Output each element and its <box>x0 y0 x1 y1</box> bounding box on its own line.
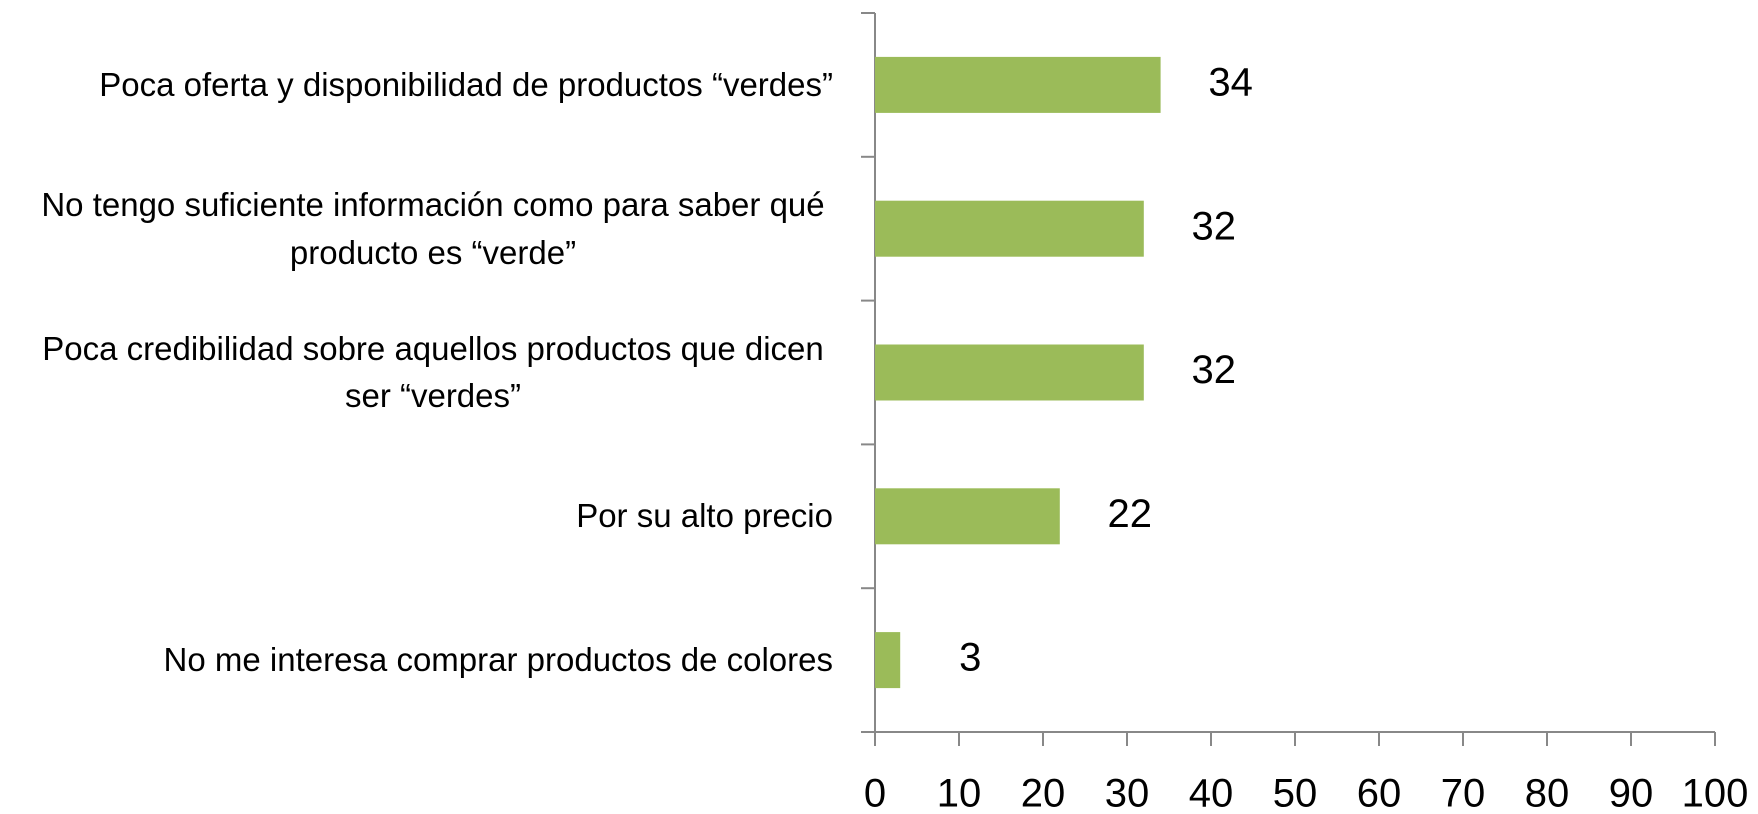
x-tick-label: 0 <box>864 772 886 814</box>
category-text: Poca oferta y disponibilidad de producto… <box>99 65 833 103</box>
category-label: No me interesa comprar productos de colo… <box>0 588 833 732</box>
x-tick-label: 40 <box>1189 772 1234 814</box>
x-tick-label: 100 <box>1682 772 1749 814</box>
bar <box>875 56 1161 113</box>
x-tick-label: 10 <box>937 772 982 814</box>
category-label: Poca credibilidad sobre aquellos product… <box>0 301 833 445</box>
category-label: Poca oferta y disponibilidad de producto… <box>0 13 833 157</box>
category-label: Por su alto precio <box>0 444 833 588</box>
data-label: 22 <box>1108 492 1153 536</box>
data-label: 32 <box>1192 204 1237 248</box>
data-label: 3 <box>959 636 981 680</box>
x-tick-label: 60 <box>1357 772 1402 814</box>
data-label: 34 <box>1208 60 1253 104</box>
x-tick-label: 80 <box>1525 772 1570 814</box>
category-text: No me interesa comprar productos de colo… <box>163 641 833 679</box>
x-tick-label: 30 <box>1105 772 1150 814</box>
x-tick-label: 90 <box>1609 772 1654 814</box>
category-text: Poca credibilidad sobre aquellos product… <box>42 329 824 415</box>
bar <box>875 488 1060 545</box>
x-tick-label: 70 <box>1441 772 1486 814</box>
data-label: 32 <box>1192 348 1237 392</box>
bar <box>875 344 1144 401</box>
x-tick-label: 20 <box>1021 772 1066 814</box>
bar <box>875 200 1144 257</box>
category-label: No tengo suficiente información como par… <box>0 157 833 301</box>
x-tick-label: 50 <box>1273 772 1318 814</box>
category-text: No tengo suficiente información como par… <box>41 185 825 271</box>
category-text: Por su alto precio <box>576 497 833 535</box>
bar <box>875 632 901 689</box>
